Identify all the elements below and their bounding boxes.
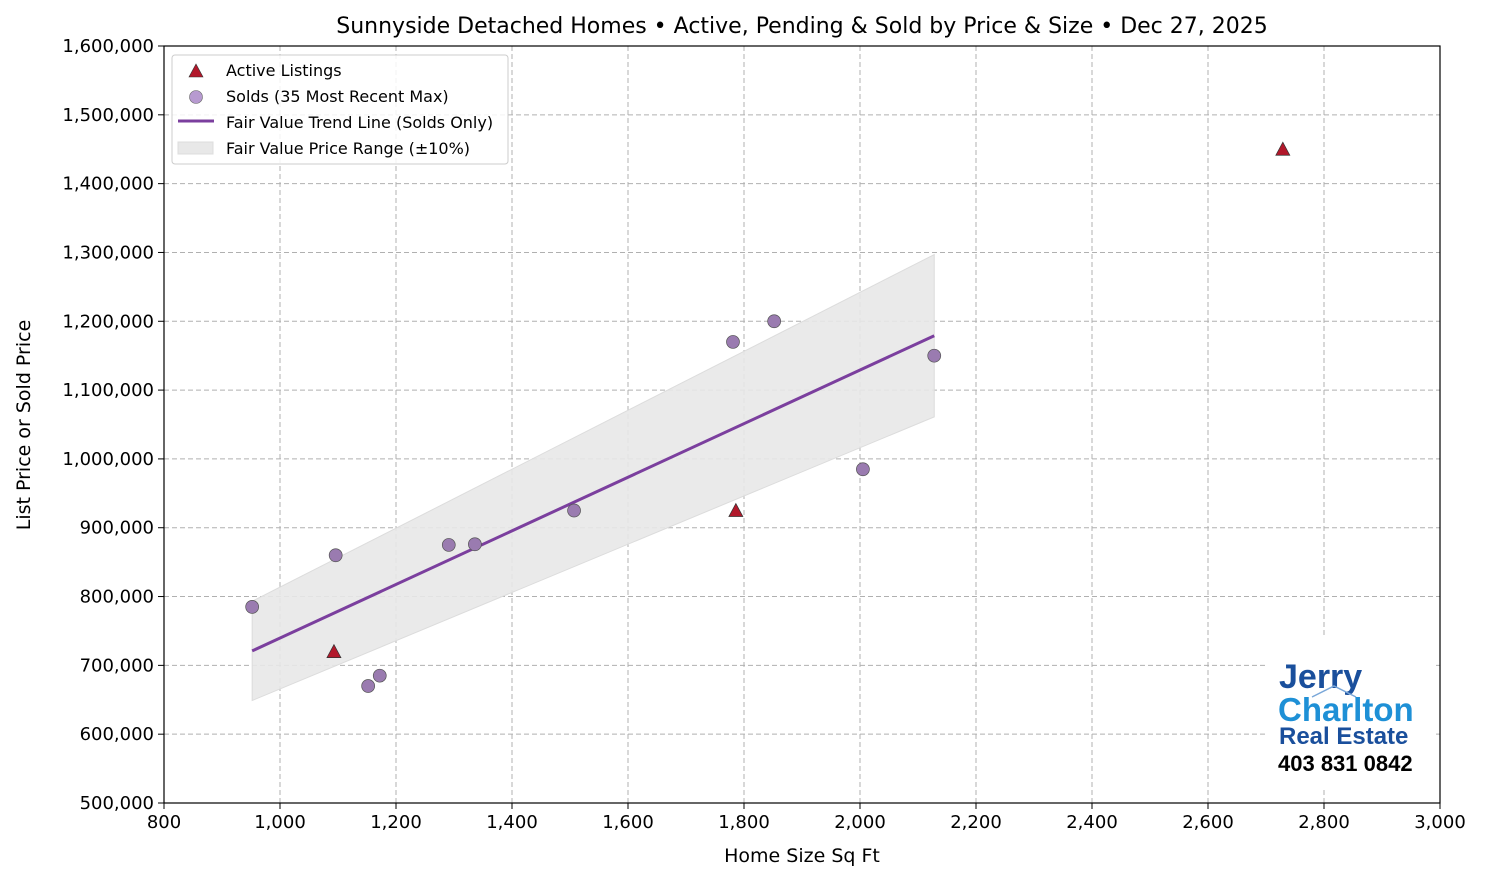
legend-label-band: Fair Value Price Range (±10%) <box>226 139 470 158</box>
logo-jerry: Jerry <box>1279 658 1362 696</box>
x-tick-label: 800 <box>147 812 181 833</box>
legend-label-active: Active Listings <box>226 61 342 80</box>
legend: Active Listings Solds (35 Most Recent Ma… <box>171 54 509 165</box>
x-tick-label: 1,400 <box>486 812 538 833</box>
sold-point <box>328 548 343 563</box>
active-listing-point <box>326 643 342 658</box>
sold-point <box>361 679 376 693</box>
x-tick-label: 2,800 <box>1298 812 1350 833</box>
x-tick-label: 1,800 <box>718 812 770 833</box>
x-axis-label: Home Size Sq Ft <box>724 845 880 867</box>
x-tick-label: 2,400 <box>1066 812 1118 833</box>
y-tick-label: 900,000 <box>80 518 154 539</box>
x-tick-label: 1,200 <box>370 812 422 833</box>
x-tick-label: 1,600 <box>602 812 654 833</box>
sold-point <box>767 314 782 329</box>
legend-circle-icon <box>189 90 203 104</box>
y-tick-label: 1,300,000 <box>62 242 154 263</box>
house-roof-icon <box>1311 685 1357 698</box>
sold-point <box>856 462 870 477</box>
plot-frame <box>163 45 1441 804</box>
trend-line-segment <box>251 334 935 653</box>
sold-point <box>726 335 740 349</box>
y-tick-label: 700,000 <box>80 655 154 676</box>
fair-value-band <box>251 253 935 702</box>
x-tick-label: 3,000 <box>1414 812 1466 833</box>
active-listing-point <box>1275 141 1291 156</box>
legend-label-trend: Fair Value Trend Line (Solds Only) <box>226 113 493 132</box>
sold-point <box>468 537 482 552</box>
sold-point <box>441 538 456 552</box>
realtor-logo: Jerry Charlton Real Estate 403 831 0842 <box>1268 638 1436 788</box>
legend-box <box>171 54 509 165</box>
y-tick-label: 1,500,000 <box>62 105 154 126</box>
logo-real-estate: Real Estate <box>1279 723 1408 750</box>
chart-title: Sunnyside Detached Homes • Active, Pendi… <box>336 14 1267 39</box>
sold-point <box>372 668 387 683</box>
fair-value-band-area <box>251 253 935 702</box>
sold-point <box>567 503 581 518</box>
sold-point <box>927 348 942 363</box>
sold-point <box>245 600 260 614</box>
axes: 800 1,000 1,200 1,400 1,600 1,800 2,000 2,200 2,… <box>62 36 1465 833</box>
trend-line <box>251 334 935 653</box>
active-listing-point <box>728 502 744 517</box>
x-tick-label: 2,600 <box>1182 812 1234 833</box>
y-tick-label: 1,400,000 <box>62 174 154 195</box>
legend-triangle-icon <box>188 63 204 78</box>
y-tick-label: 1,600,000 <box>62 36 154 57</box>
x-tick-label: 2,200 <box>950 812 1002 833</box>
logo-phone: 403 831 0842 <box>1278 751 1413 776</box>
y-tick-label: 500,000 <box>80 793 154 814</box>
y-tick-label: 800,000 <box>80 587 154 608</box>
x-tick-label: 1,000 <box>254 812 306 833</box>
logo-charlton: Charlton <box>1278 691 1414 728</box>
x-tick-label: 2,000 <box>834 812 886 833</box>
y-tick-label: 1,000,000 <box>62 449 154 470</box>
y-tick-label: 600,000 <box>80 724 154 745</box>
y-axis-label: List Price or Sold Price <box>13 320 35 531</box>
legend-band-icon <box>177 141 214 155</box>
data-points <box>245 141 1291 693</box>
y-tick-label: 1,200,000 <box>62 311 154 332</box>
legend-label-solds: Solds (35 Most Recent Max) <box>226 87 449 106</box>
y-tick-label: 1,100,000 <box>62 380 154 401</box>
